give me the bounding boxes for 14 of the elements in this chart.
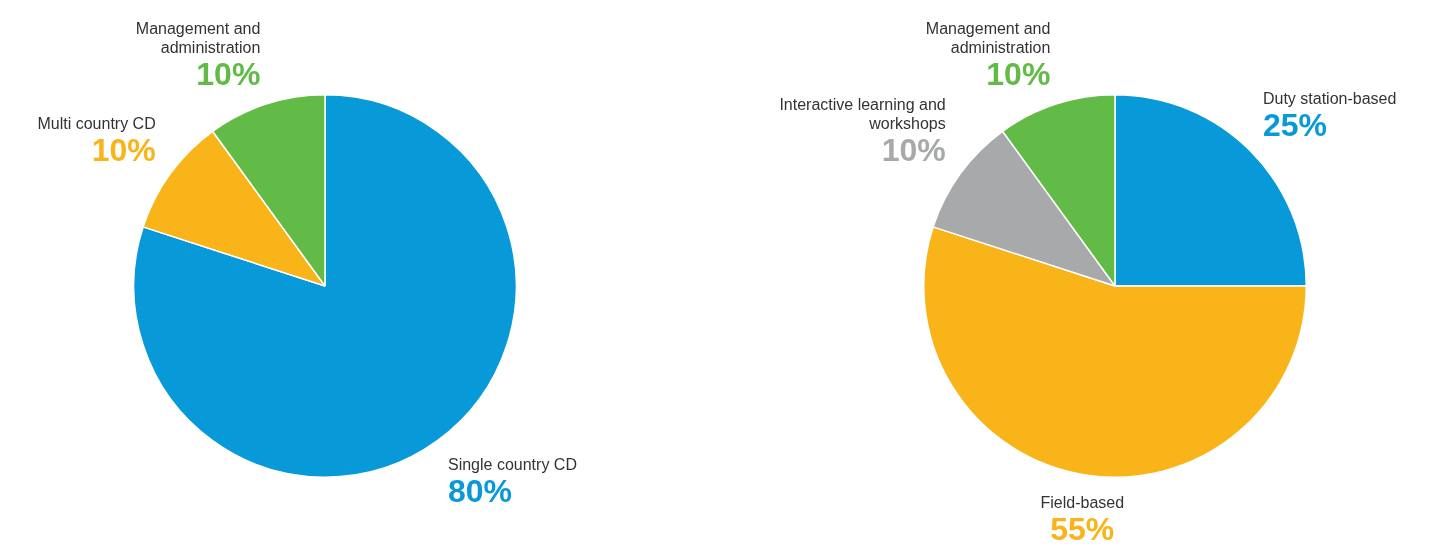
data-label: 10% xyxy=(91,132,156,169)
slice-label: Management and administration xyxy=(925,19,1051,56)
data-label: 10% xyxy=(881,132,946,169)
data-label: 55% xyxy=(1050,510,1115,547)
slice-label: Multi country CD xyxy=(37,115,156,133)
slice-label: Management and administration xyxy=(135,19,261,56)
slice-label: Single country CD xyxy=(447,456,577,474)
data-label: 10% xyxy=(986,55,1051,92)
slice-label: Duty station-based xyxy=(1262,90,1397,108)
slice-label: Field-based xyxy=(1040,493,1125,511)
data-label: 80% xyxy=(447,473,513,510)
data-label: 25% xyxy=(1262,107,1328,144)
data-label: 10% xyxy=(196,55,261,92)
slice-label: Interactive learning and workshops xyxy=(779,96,946,133)
